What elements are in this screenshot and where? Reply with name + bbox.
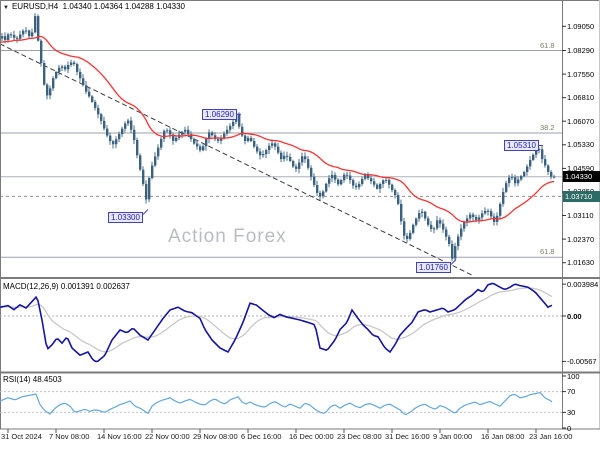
price-axis-label: 1.03110 (567, 211, 594, 221)
rsi-axis-label: 100 (567, 371, 580, 381)
macd-axis-label: -0.00567 (567, 356, 597, 366)
time-axis-label: 7 Nov 08:00 (49, 432, 90, 441)
macd-main-line (0, 282, 553, 363)
macd-label: MACD(12,26,9) 0.001391 0.002637 (3, 282, 130, 291)
moving-average-line (1, 35, 555, 223)
fib-level-label: 38.2 (540, 123, 555, 133)
time-axis-label: 16 Dec 00:00 (289, 432, 334, 441)
price-annotation[interactable]: 1.05310 (504, 139, 539, 151)
time-axis-label: 31 Dec 16:00 (385, 432, 430, 441)
time-axis-label: 23 Dec 08:00 (337, 432, 382, 441)
price-axis-label: 1.09050 (567, 21, 595, 31)
time-axis-label: 22 Nov 00:00 (145, 432, 190, 441)
chart-title: ▼ EURUSD,H4 1.04340 1.04364 1.04288 1.043… (3, 2, 185, 11)
time-axis-label: 31 Oct 2024 (1, 432, 42, 441)
rsi-label: RSI(14) 48.4503 (3, 375, 62, 384)
fib-level-label: 61.8 (540, 247, 555, 257)
rsi-axis-label: 70 (567, 387, 576, 397)
price-annotation[interactable]: 1.01760 (416, 261, 451, 273)
price-axis-label: 1.06810 (567, 93, 595, 103)
price-axis-label: 1.04590 (567, 163, 595, 173)
time-axis-label: 23 Jan 16:00 (529, 432, 573, 441)
price-badge: 1.03710 (563, 190, 600, 202)
rsi-axis-label: 30 (567, 407, 576, 417)
price-axis-label: 1.08290 (567, 46, 595, 56)
time-axis-label: 29 Nov 08:00 (193, 432, 238, 441)
price-annotation[interactable]: 1.03300 (108, 211, 143, 223)
time-axis-label: 9 Jan 00:00 (433, 432, 473, 441)
symbol-period: EURUSD,H4 (11, 2, 59, 11)
price-axis-label: 1.07550 (567, 69, 595, 79)
rsi-axis-label: 0 (567, 423, 572, 433)
rsi-line (0, 391, 553, 416)
price-badge: 1.04330 (563, 171, 600, 183)
price-axis-label: 1.06070 (567, 116, 595, 126)
fib-level-label: 61.8 (540, 40, 555, 50)
time-axis-label: 6 Dec 16:00 (241, 432, 282, 441)
macd-axis-label: 0.00 (567, 311, 582, 321)
price-annotation[interactable]: 1.06290 (202, 108, 237, 120)
macd-axis-label: 0.003984 (567, 279, 599, 289)
ohlc-values: 1.04340 1.04364 1.04288 1.04330 (62, 2, 185, 11)
price-axis-label: 1.01630 (567, 258, 595, 268)
price-axis-label: 1.02370 (567, 234, 595, 244)
time-axis-label: 16 Jan 08:00 (481, 432, 525, 441)
time-axis-label: 14 Nov 16:00 (97, 432, 142, 441)
symbol-dropdown-icon[interactable]: ▼ (3, 5, 9, 11)
watermark: Action Forex (168, 226, 287, 247)
trendline[interactable] (0, 43, 473, 276)
price-axis-label: 1.05330 (567, 140, 595, 150)
